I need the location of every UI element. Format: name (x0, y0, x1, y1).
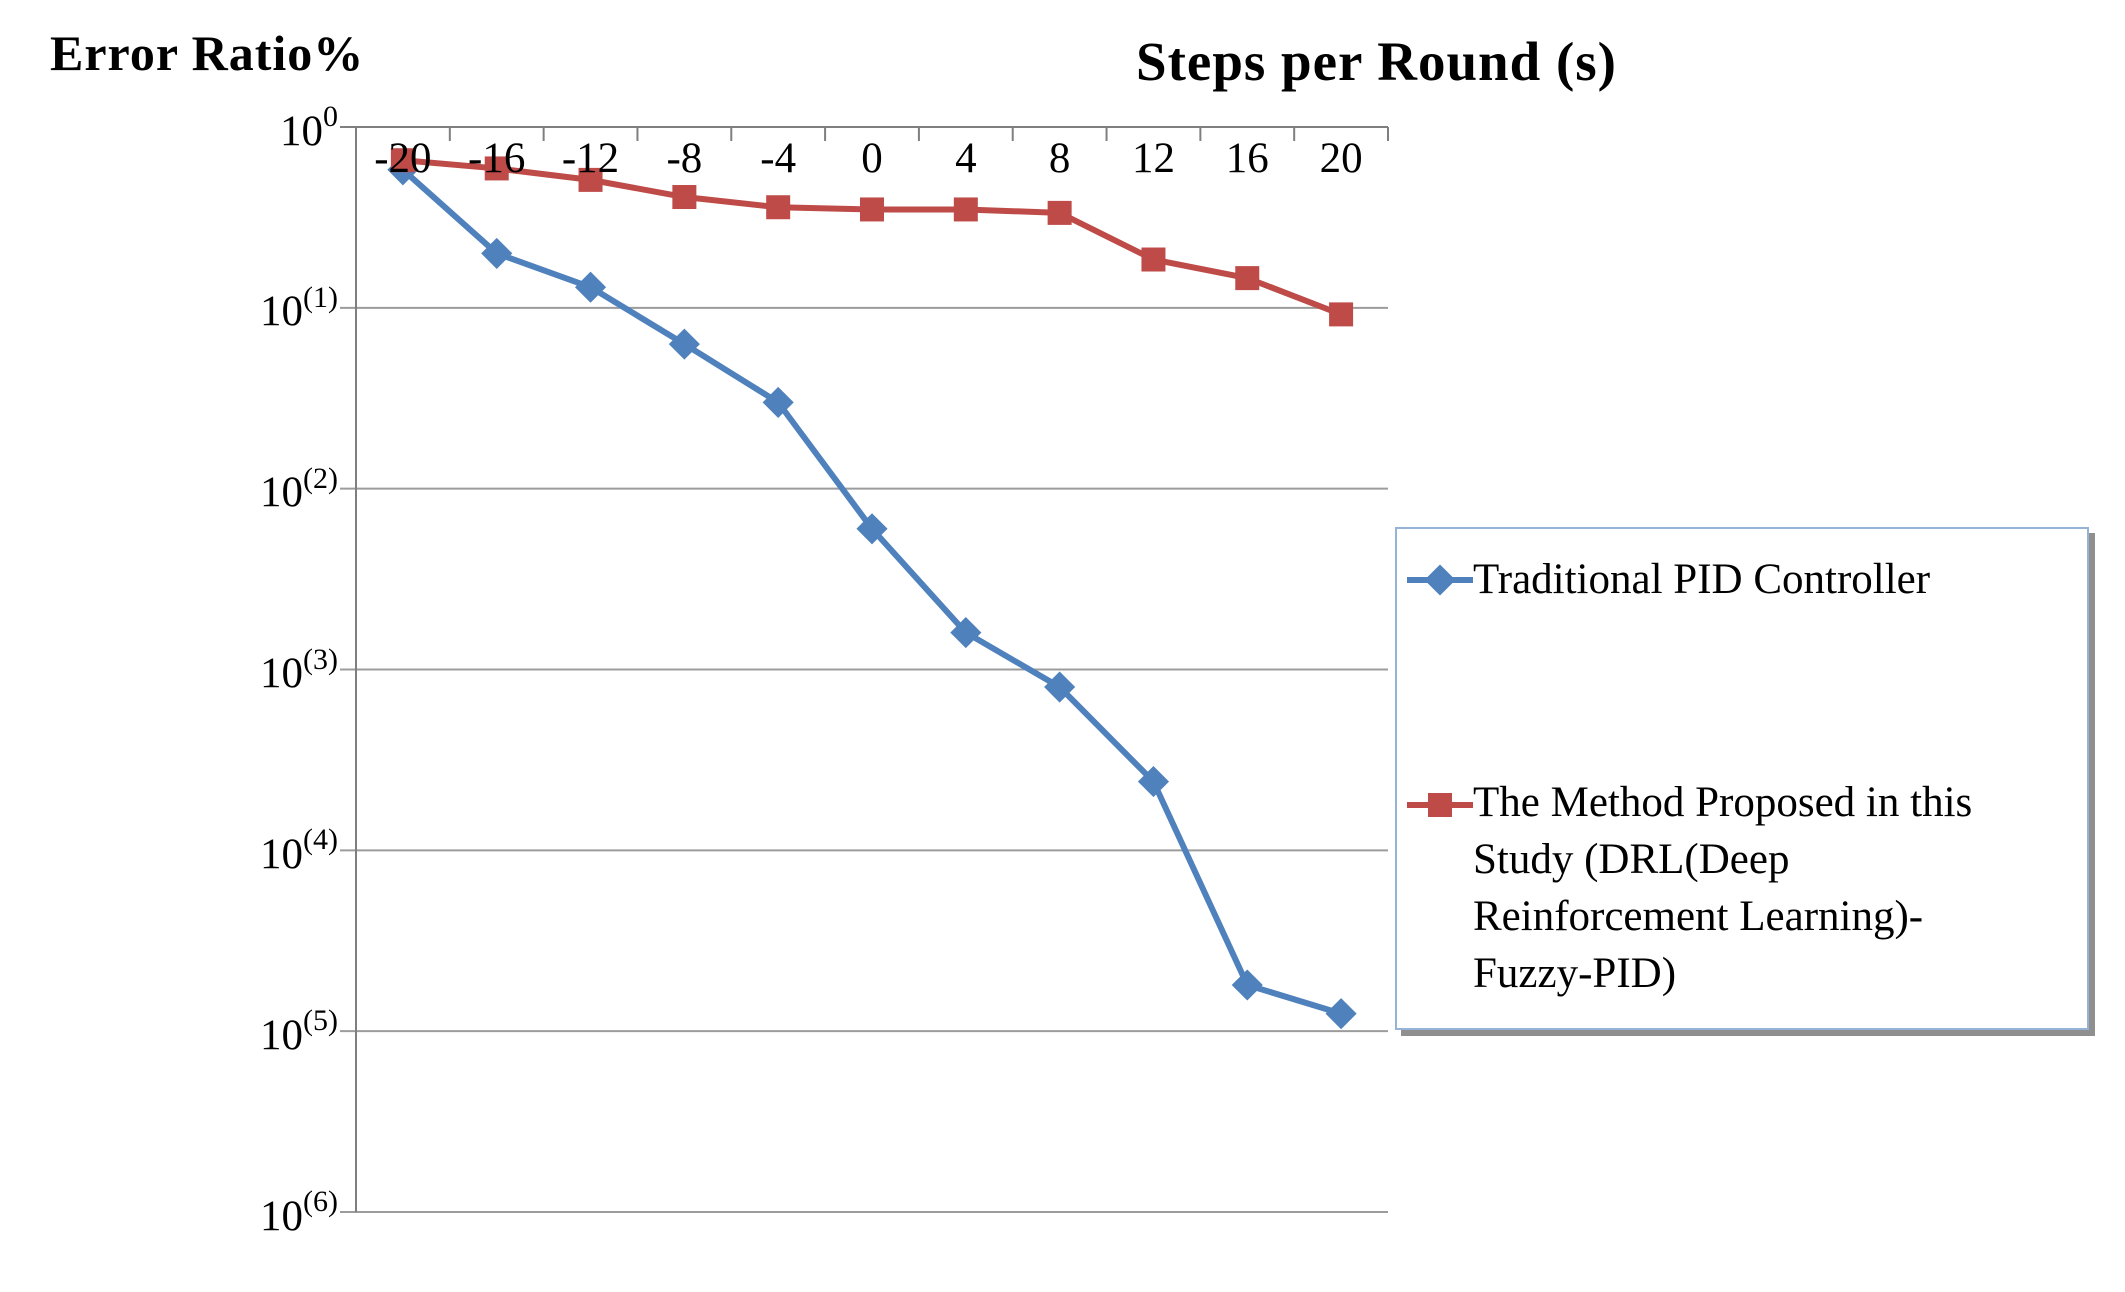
data-point-diamond (762, 386, 794, 418)
data-point-square (1329, 302, 1354, 327)
data-point-square (578, 167, 603, 192)
data-point-square (1235, 266, 1260, 291)
y-tick-label: 10 (6) (260, 1185, 338, 1240)
series-line-0 (399, 166, 1345, 1017)
data-point-square (1141, 247, 1166, 272)
data-point-square (390, 148, 415, 173)
data-point-diamond (1231, 969, 1263, 1001)
x-tick-label: 20 (1319, 135, 1363, 182)
data-point-diamond (574, 271, 607, 303)
x-tick-label: 12 (1131, 135, 1175, 182)
data-point-square (953, 197, 978, 222)
y-tick-label: 10 (2) (260, 461, 338, 517)
legend-item-drl-fuzzy-pid: The Method Proposed in this Study (DRL(D… (1407, 774, 2033, 1002)
x-tick-label: 0 (861, 135, 883, 182)
data-point-square (766, 195, 791, 220)
data-point-diamond (481, 237, 513, 269)
y-tick-label: 10 (1) (260, 280, 338, 336)
legend-marker-blue-diamond-icon (1407, 563, 1473, 596)
x-tick-label: -16 (468, 135, 526, 182)
y-tick-label: 10 (3) (260, 642, 338, 697)
legend-box: Traditional PID Controller The Method Pr… (1395, 527, 2089, 1030)
x-tick-label: 16 (1225, 135, 1269, 182)
y-tick-label: 10 0 (280, 100, 338, 155)
x-tick-label: -8 (666, 135, 703, 182)
y-tick-label: 10 (5) (260, 1004, 338, 1059)
data-point-square (484, 156, 509, 181)
x-tick-label: 8 (1048, 135, 1071, 182)
data-point-square (860, 197, 884, 222)
legend-label-traditional-pid: Traditional PID Controller (1473, 556, 1931, 603)
x-tick-label: -4 (760, 135, 797, 182)
data-point-square (1047, 200, 1072, 225)
series-line-1 (399, 157, 1345, 318)
data-point-diamond (668, 328, 700, 360)
chart-title: Steps per Round (s) (1136, 31, 1617, 92)
x-tick-label: -20 (374, 135, 432, 182)
x-tick-label: -12 (561, 135, 620, 182)
data-point-diamond (1325, 998, 1357, 1030)
legend-label-drl-fuzzy-pid: The Method Proposed in this Study (DRL(D… (1473, 779, 1973, 997)
y-axis-title: Error Ratio% (50, 25, 365, 81)
legend-marker-red-square-icon (1407, 793, 1473, 817)
x-tick-label: 4 (955, 135, 977, 182)
data-point-square (672, 185, 697, 210)
legend-item-traditional-pid: Traditional PID Controller (1407, 551, 1930, 608)
y-tick-label: 10 (4) (260, 823, 338, 878)
